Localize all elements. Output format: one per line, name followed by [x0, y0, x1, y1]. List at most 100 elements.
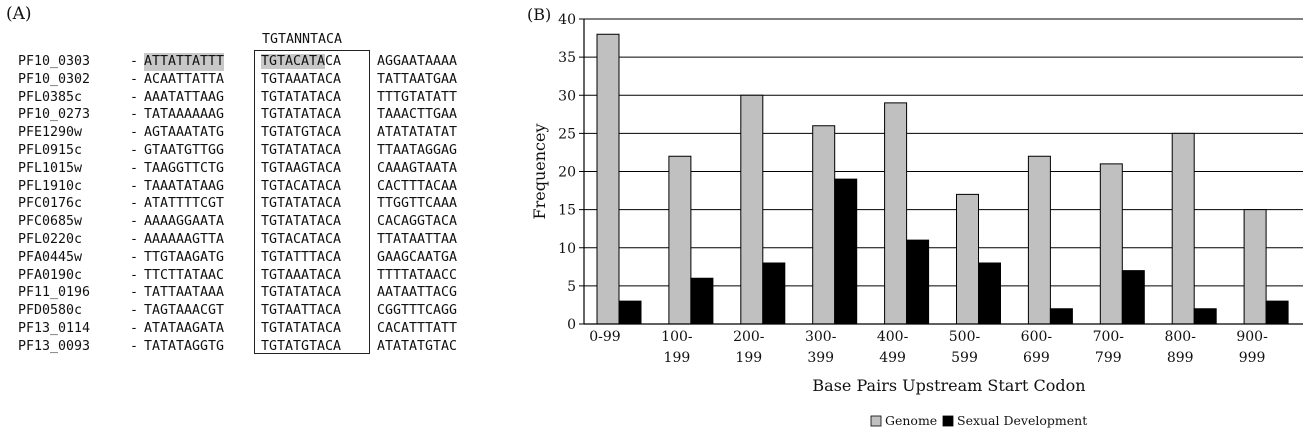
- x-tick-label: 700-: [1093, 329, 1125, 345]
- downstream-sequence: ATATATGTAC: [377, 338, 458, 354]
- downstream-sequence: CACATTTATT: [377, 321, 458, 336]
- gene-id: PF10_0302: [18, 71, 91, 87]
- x-tick-label: 399: [807, 350, 834, 366]
- separator-dash: -: [130, 249, 139, 265]
- bar-sexual-development: [762, 262, 786, 325]
- bar-genome: [596, 33, 620, 325]
- legend-swatch-genome: [870, 415, 882, 427]
- x-tick-label: 200-: [733, 329, 765, 345]
- gene-id: PFE1290w: [18, 125, 83, 141]
- separator-dash: -: [130, 125, 139, 141]
- gene-id: PF11_0196: [18, 285, 91, 301]
- motif-sequence: TGTATGTACA: [261, 125, 342, 141]
- x-tick-label: 400-: [877, 329, 909, 345]
- x-tick-label: 300-: [805, 329, 837, 345]
- downstream-sequence: GAAGCAATGA: [377, 249, 458, 265]
- x-tick-label: 499: [879, 350, 906, 366]
- downstream-sequence: ATATATATAT: [377, 125, 458, 141]
- y-tick-label: 25: [558, 126, 576, 142]
- legend-swatch-sexual-development: [942, 415, 954, 427]
- separator-dash: -: [130, 71, 139, 87]
- consensus-motif: TGTANNTACA: [262, 32, 343, 47]
- motif-sequence: TGTAAGTACA: [261, 160, 342, 176]
- separator-dash: -: [130, 107, 139, 123]
- x-tick-label: 500-: [949, 329, 981, 345]
- upstream-sequence: AAAAAAGTTA: [144, 232, 225, 247]
- bar-genome: [1171, 132, 1195, 325]
- y-tick-label: 15: [558, 203, 576, 219]
- motif-sequence: TGTAATTACA: [261, 303, 342, 319]
- upstream-sequence: TATTAATAAA: [144, 285, 225, 301]
- y-tick-label: 0: [567, 317, 576, 333]
- separator-dash: -: [130, 160, 139, 176]
- bar-sexual-development: [1121, 270, 1145, 325]
- downstream-sequence: CAAAGTAATA: [377, 160, 458, 176]
- motif-sequence: TGTAAATACA: [261, 267, 342, 283]
- downstream-sequence: CACTTTACAA: [377, 178, 458, 194]
- bar-genome: [740, 94, 764, 325]
- upstream-sequence: TAAATATAAG: [144, 178, 225, 194]
- separator-dash: -: [130, 338, 139, 354]
- motif-sequence: TGTATATACA: [261, 89, 342, 105]
- downstream-sequence: TTGGTTCAAA: [377, 196, 458, 212]
- gene-id: PFC0176c: [18, 196, 83, 212]
- motif-sequence: TGTATGTACA: [261, 338, 342, 354]
- motif-sequence: TGTACATACA: [261, 232, 342, 247]
- bar-genome: [1099, 163, 1123, 325]
- separator-dash: -: [130, 303, 139, 319]
- separator-dash: -: [130, 285, 139, 301]
- bar-genome: [812, 125, 836, 325]
- upstream-sequence: TATATAGGTG: [144, 338, 225, 354]
- motif-sequence: TGTATATACA: [261, 143, 342, 158]
- gene-id: PFL1910c: [18, 178, 83, 194]
- gene-id: PFA0190c: [18, 267, 83, 283]
- x-tick-label: 799: [1095, 350, 1122, 366]
- x-tick-label: 199: [735, 350, 762, 366]
- separator-dash: -: [130, 321, 139, 336]
- x-tick-label: 600-: [1021, 329, 1053, 345]
- gene-id: PFL1015w: [18, 160, 83, 176]
- x-tick-label: 800-: [1164, 329, 1196, 345]
- downstream-sequence: CGGTTTCAGG: [377, 303, 458, 319]
- upstream-sequence: TAAGGTTCTG: [144, 160, 225, 176]
- motif-box: [254, 50, 370, 354]
- separator-dash: -: [130, 214, 139, 230]
- gene-id: PFL0385c: [18, 89, 83, 105]
- motif-sequence: TGTAAATACA: [261, 71, 342, 87]
- bar-genome: [1027, 155, 1051, 325]
- y-tick-label: 30: [558, 88, 576, 104]
- motif-sequence: TGTATATACA: [261, 285, 342, 301]
- gene-id: PF13_0093: [18, 338, 91, 354]
- x-tick-label: 699: [1023, 350, 1050, 366]
- motif-sequence: TGTATATACA: [261, 107, 342, 123]
- x-tick-label: 999: [1239, 350, 1266, 366]
- upstream-sequence: TAGTAAACGT: [144, 303, 225, 319]
- upstream-sequence: GTAATGTTGG: [144, 143, 225, 158]
- upstream-sequence: ATATAAGATA: [144, 321, 225, 336]
- separator-dash: -: [130, 178, 139, 194]
- y-tick-label: 20: [558, 165, 576, 181]
- bar-sexual-development: [978, 262, 1001, 325]
- x-tick-label: 599: [951, 350, 978, 366]
- upstream-sequence: AGTAAATATG: [144, 125, 225, 141]
- separator-dash: -: [130, 143, 139, 158]
- motif-sequence: TGTATATACA: [261, 196, 342, 212]
- motif-sequence: TGTACATACA: [261, 54, 342, 69]
- panel-a-label: (A): [6, 4, 32, 24]
- downstream-sequence: TATTAATGAA: [377, 71, 458, 87]
- panel-b-label: (B): [527, 5, 551, 24]
- legend-label: Genome: [885, 413, 937, 428]
- y-tick-label: 5: [567, 279, 576, 295]
- bar-genome: [956, 193, 979, 325]
- y-tick-label: 10: [558, 241, 576, 257]
- legend-label: Sexual Development: [957, 413, 1087, 428]
- upstream-sequence: TATAAAAAAG: [144, 107, 225, 123]
- separator-dash: -: [130, 196, 139, 212]
- downstream-sequence: TTAATAGGAG: [377, 143, 458, 158]
- separator-dash: -: [130, 232, 139, 247]
- bar-sexual-development: [834, 178, 858, 325]
- x-tick-label: 899: [1167, 350, 1194, 366]
- gene-id: PFD0580c: [18, 303, 83, 319]
- gene-id: PFC0685w: [18, 214, 83, 230]
